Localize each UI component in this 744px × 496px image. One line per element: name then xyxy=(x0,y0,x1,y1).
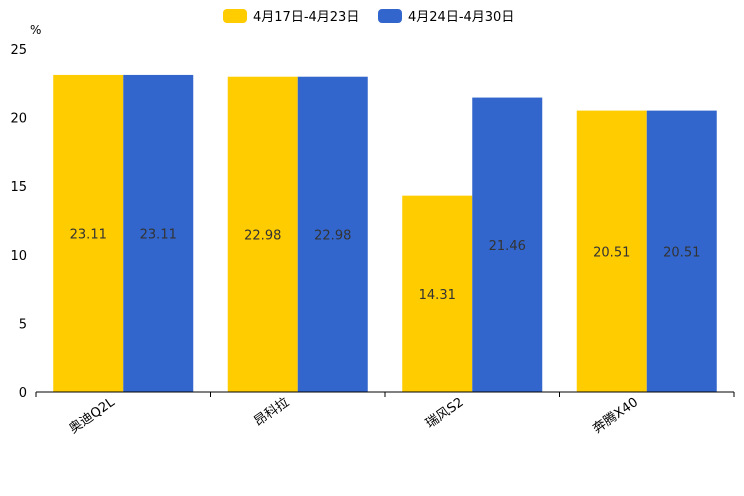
x-tick-label: 奔腾X40 xyxy=(590,394,641,437)
legend-swatch xyxy=(223,9,247,23)
data-label: 20.51 xyxy=(593,245,630,260)
bar-1 xyxy=(53,74,124,393)
y-axis-unit: % xyxy=(30,23,41,37)
data-label: 20.51 xyxy=(663,245,700,260)
y-tick-label: 20 xyxy=(10,112,27,127)
y-tick-label: 15 xyxy=(10,180,27,195)
y-tick-label: 10 xyxy=(10,249,27,264)
bar-2 xyxy=(646,110,717,393)
data-label: 21.46 xyxy=(489,239,526,254)
legend-label: 4月17日-4月23日 xyxy=(253,10,359,25)
x-tick-label: 奥迪Q2L xyxy=(67,395,119,437)
data-label: 14.31 xyxy=(419,288,456,303)
legend-label: 4月24日-4月30日 xyxy=(408,10,514,25)
y-tick-label: 5 xyxy=(19,317,27,332)
x-tick-label: 昂科拉 xyxy=(251,395,292,430)
bar-1 xyxy=(576,110,647,393)
bar-1 xyxy=(227,76,298,392)
y-axis: 0 5 10 15 20 25 xyxy=(10,43,27,401)
y-tick-label: 25 xyxy=(10,43,27,58)
legend: 4月17日-4月23日 4月24日-4月30日 xyxy=(223,9,514,25)
x-tick-label: 瑞风S2 xyxy=(423,395,466,432)
x-axis: 奥迪Q2L 昂科拉 瑞风S2 奔腾X40 xyxy=(35,391,735,437)
legend-swatch xyxy=(378,9,402,23)
bars xyxy=(53,74,717,393)
bar-2 xyxy=(297,76,368,392)
bar-1 xyxy=(402,195,473,392)
data-label: 23.11 xyxy=(70,227,107,242)
y-tick-label: 0 xyxy=(19,386,27,401)
data-label: 22.98 xyxy=(244,228,281,243)
bar-2 xyxy=(123,74,194,393)
bar-2 xyxy=(472,97,543,393)
data-labels: 23.11 23.11 22.98 22.98 14.31 21.46 20.51 20.51 xyxy=(70,227,701,302)
data-label: 22.98 xyxy=(314,228,351,243)
data-label: 23.11 xyxy=(140,227,177,242)
